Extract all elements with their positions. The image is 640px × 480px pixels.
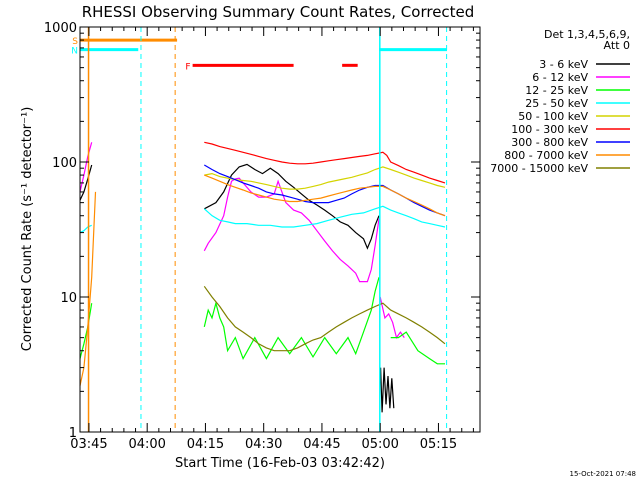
series-line-0-1 — [204, 163, 380, 250]
flag-label-s: S — [72, 37, 78, 47]
flag-label-f: F — [185, 62, 190, 72]
flag-bars: SN F — [71, 37, 447, 72]
footer-timestamp: 15-Oct-2021 07:48 — [570, 470, 636, 478]
x-tick-label: 04:45 — [303, 437, 340, 452]
series-line-5-0 — [204, 141, 446, 184]
legend-label: 25 - 50 keV — [525, 97, 588, 110]
y-tick-label: 100 — [52, 156, 77, 171]
legend-label: 300 - 800 keV — [511, 136, 588, 149]
chart-title: RHESSI Observing Summary Count Rates, Co… — [82, 3, 475, 21]
legend-label: 50 - 100 keV — [518, 110, 588, 123]
series-line-1-0 — [79, 142, 93, 193]
legend-label: 7000 - 15000 keV — [490, 162, 588, 175]
plot-frame — [79, 26, 481, 433]
series-lines — [79, 141, 446, 413]
series-line-2-1 — [203, 277, 380, 361]
series-line-2-2 — [390, 331, 445, 365]
series-line-1-2 — [379, 296, 405, 340]
flag-label-n: N — [71, 47, 78, 57]
series-line-3-1 — [203, 205, 446, 228]
legend-label: 100 - 300 keV — [511, 123, 588, 136]
time-markers — [87, 27, 448, 432]
legend-label: 800 - 7000 keV — [504, 149, 588, 162]
x-tick-label: 05:15 — [420, 437, 457, 452]
x-axis-label: Start Time (16-Feb-03 03:42:42) — [175, 456, 385, 471]
series-line-0-2 — [380, 367, 395, 413]
y-axis: 1 10 100 1000 — [44, 21, 480, 441]
x-tick-label: 04:00 — [128, 437, 165, 452]
series-line-7-1 — [204, 174, 446, 217]
series-line-1-1 — [203, 177, 380, 283]
y-tick-label: 1 — [69, 426, 77, 441]
series-line-3-0 — [79, 224, 92, 234]
y-tick-label: 1000 — [44, 21, 77, 36]
y-tick-label: 10 — [60, 291, 77, 306]
legend-title-line: Det 1,3,4,5,6,9, — [544, 28, 630, 41]
series-line-4-0 — [204, 166, 446, 190]
x-tick-label: 04:30 — [245, 437, 282, 452]
x-tick-label: 04:15 — [187, 437, 224, 452]
x-tick-label: 05:00 — [361, 437, 398, 452]
series-line-8-0 — [203, 285, 446, 352]
series-line-0-0 — [79, 164, 93, 201]
legend-label: 6 - 12 keV — [532, 71, 588, 84]
x-tick-label: 03:45 — [70, 437, 107, 452]
legend-label: 12 - 25 keV — [525, 84, 588, 97]
legend-label: 3 - 6 keV — [539, 58, 588, 71]
legend-title-line: Att 0 — [604, 39, 630, 52]
x-axis: 03:45 04:00 04:15 04:30 04:45 05:00 05:15 — [70, 27, 474, 452]
y-axis-label: Corrected Count Rate (s⁻¹ detector⁻¹) — [20, 107, 35, 352]
